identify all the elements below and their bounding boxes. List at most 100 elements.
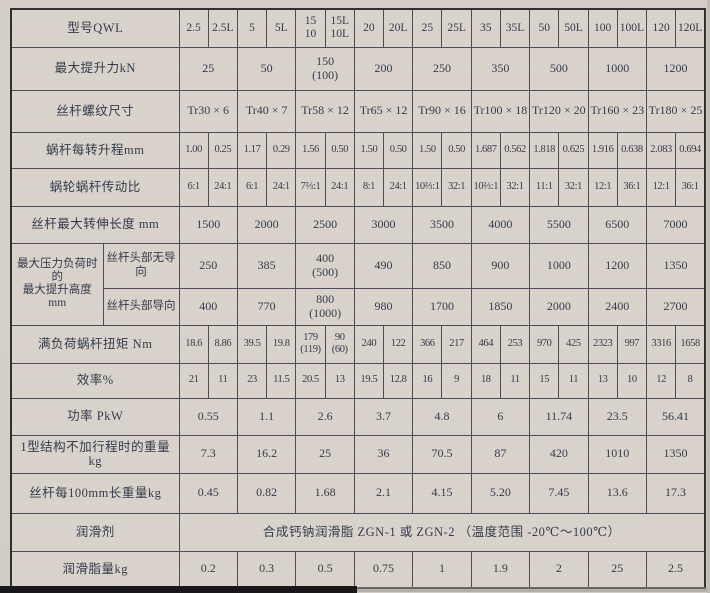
value-cell: 8 xyxy=(675,362,706,399)
value-cell: 56.41 xyxy=(646,397,706,436)
value-cell: 2.6 xyxy=(295,397,355,436)
value-cell: 24:1 xyxy=(266,167,297,207)
value-cell: 25 xyxy=(178,46,238,91)
value-cell: 11.74 xyxy=(529,397,589,436)
table-row: 蜗轮蜗杆传动比 6:1 24:1 6:1 24:1 7⅔:1 24:1 8:1 24:1 10⅔:… xyxy=(10,167,706,207)
value-cell: 11:1 xyxy=(529,167,560,207)
value-cell: 0.50 xyxy=(383,131,414,169)
value-cell: 425 xyxy=(558,324,589,364)
value-cell: 11 xyxy=(207,362,238,399)
value-cell: 0.5 xyxy=(295,550,355,589)
value-cell: 18.6 xyxy=(178,324,209,364)
value-cell: 1350 xyxy=(646,434,706,474)
value-cell: 1200 xyxy=(646,46,706,91)
value-cell: 350 xyxy=(470,46,531,91)
value-cell: 7000 xyxy=(646,205,706,244)
value-cell: 400 (500) xyxy=(295,242,355,289)
value-cell: 3316 xyxy=(645,324,677,364)
value-cell: 3000 xyxy=(353,205,414,244)
value-cell: 1.56 xyxy=(295,131,326,169)
value-cell: 217 xyxy=(441,324,472,364)
value-cell: 32:1 xyxy=(441,167,472,207)
value-cell: 122 xyxy=(383,324,414,364)
model-cell: 15 10 xyxy=(295,8,326,48)
value-cell: 0.638 xyxy=(616,131,648,169)
model-cell: 35L xyxy=(499,8,531,48)
value-cell: 1 xyxy=(412,550,472,589)
table-row: 丝杆头部导向 400 770 800 (1000) 980 1700 1850 2000 240… xyxy=(11,287,706,326)
row-label: 功率 PkW xyxy=(10,397,180,436)
value-cell: 2 xyxy=(529,550,589,589)
value-cell: Tr100 × 18 xyxy=(470,89,531,133)
value-cell: Tr90 × 16 xyxy=(412,89,472,133)
value-cell: 36:1 xyxy=(675,167,706,207)
value-cell: 0.25 xyxy=(207,131,238,169)
value-cell: 7.45 xyxy=(529,472,589,514)
value-cell: Tr120 × 20 xyxy=(529,89,589,133)
value-cell: 23 xyxy=(236,362,268,399)
table-row: 最大提升力kN 25 50 150 (100) 200 250 350 500 1000 1200 xyxy=(10,46,706,91)
table-row: 丝杆最大转伸长度 mm 1500 2000 2500 3000 3500 4000 5500 6… xyxy=(10,205,706,244)
value-cell: 4.15 xyxy=(412,472,472,514)
value-cell: 980 xyxy=(353,287,414,326)
row-label: 丝杆最大转伸长度 mm xyxy=(10,205,180,244)
table-row: 润滑脂量kg 0.2 0.3 0.5 0.75 1 1.9 2 25 2.5 xyxy=(10,550,706,589)
value-cell: 36:1 xyxy=(616,167,648,207)
scan-artifact-bar xyxy=(0,586,357,593)
value-cell: 1000 xyxy=(529,242,589,289)
value-cell: 50 xyxy=(236,46,297,91)
row-label: 蜗杆每转升程mm xyxy=(10,131,180,169)
model-cell: 2.5 xyxy=(178,8,209,48)
value-cell: 250 xyxy=(178,242,238,289)
row-label: 满负荷蜗杆扭矩 Nm xyxy=(10,324,180,364)
value-cell: 1200 xyxy=(587,242,648,289)
value-cell: Tr58 × 12 xyxy=(295,89,355,133)
model-cell: 5 xyxy=(236,8,268,48)
value-cell: 12 xyxy=(645,362,677,399)
value-cell: 2.1 xyxy=(353,472,414,514)
value-cell: 200 xyxy=(353,46,414,91)
value-cell: 0.50 xyxy=(441,131,472,169)
value-cell: 15 xyxy=(529,362,560,399)
value-cell: Tr180 × 25 xyxy=(646,89,706,133)
row-label: 最大提升力kN xyxy=(10,46,180,91)
value-cell: 1.68 xyxy=(295,472,355,514)
value-cell: 0.75 xyxy=(353,550,414,589)
model-cell: 15L 10L xyxy=(324,8,355,48)
value-cell: 19.8 xyxy=(266,324,297,364)
row-label: 1型结构不加行程时的重量 kg xyxy=(10,434,180,474)
value-cell: 3500 xyxy=(412,205,472,244)
value-cell: 385 xyxy=(236,242,297,289)
table-row-model: 型号QWL 2.5 2.5L 5 5L 15 10 15L 10L 20 20L 25 25L 35 3… xyxy=(10,8,706,48)
value-cell: 23.5 xyxy=(587,397,648,436)
value-cell: 20.5 xyxy=(295,362,326,399)
value-cell: 2323 xyxy=(587,324,618,364)
value-cell: 1.916 xyxy=(587,131,618,169)
value-cell: 39.5 xyxy=(236,324,268,364)
sub-label: 丝杆头部无导向 xyxy=(102,242,180,289)
value-cell: 11 xyxy=(558,362,589,399)
value-cell: 2.5 xyxy=(646,550,706,589)
model-cell: 5L xyxy=(266,8,297,48)
value-cell: 3.7 xyxy=(353,397,414,436)
table-row: 最大压力负荷时的 最大提升高度mm 丝杆头部无导向 250 385 400 (500) 4… xyxy=(10,242,706,326)
value-cell: 5.20 xyxy=(470,472,531,514)
value-cell: 70.5 xyxy=(412,434,472,474)
table-row: 润滑剂 合成钙钠润滑脂 ZGN-1 或 ZGN-2 （温度范围 -20℃～100℃… xyxy=(10,512,706,552)
value-cell: 36 xyxy=(353,434,414,474)
value-cell: 253 xyxy=(499,324,531,364)
value-cell: 2500 xyxy=(295,205,355,244)
value-cell: 1.17 xyxy=(236,131,268,169)
value-cell: 7⅔:1 xyxy=(295,167,326,207)
value-cell: 16 xyxy=(412,362,443,399)
value-cell: 9 xyxy=(441,362,472,399)
value-cell: 1350 xyxy=(646,242,706,289)
value-cell: 1.1 xyxy=(236,397,297,436)
row-label: 蜗轮蜗杆传动比 xyxy=(10,167,180,207)
value-cell: 4.8 xyxy=(412,397,472,436)
value-cell: 12:1 xyxy=(645,167,677,207)
row-label: 丝杆螺纹尺寸 xyxy=(10,89,180,133)
value-cell: 0.625 xyxy=(558,131,589,169)
value-cell: 13.6 xyxy=(587,472,648,514)
spec-table: 型号QWL 2.5 2.5L 5 5L 15 10 15L 10L 20 20L 25 25L 35 3… xyxy=(10,8,706,589)
